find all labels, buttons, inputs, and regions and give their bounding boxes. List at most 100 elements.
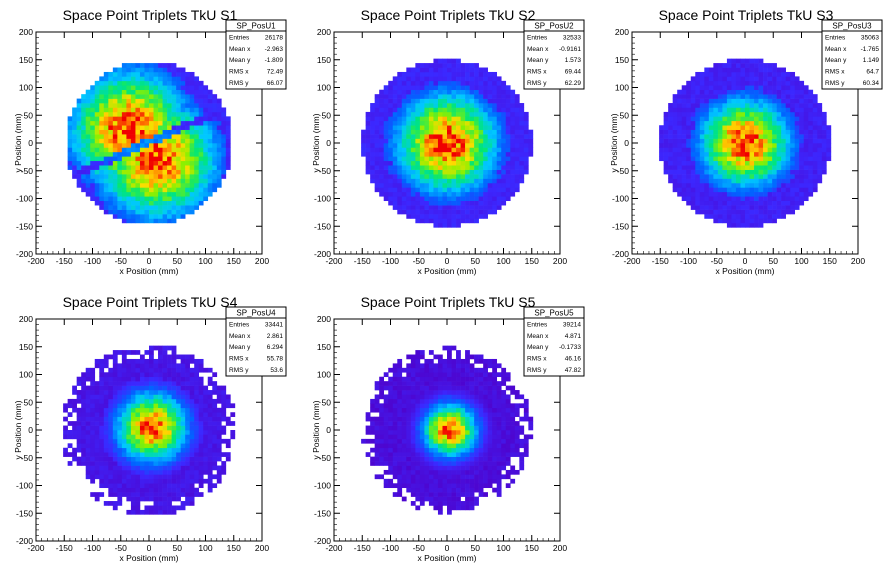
heatmap-bin bbox=[158, 496, 163, 502]
y-tick-label: -50 bbox=[319, 166, 332, 176]
heatmap-bin bbox=[126, 496, 132, 502]
heatmap-bin bbox=[672, 120, 678, 126]
heatmap-bin bbox=[67, 151, 73, 157]
heatmap-bin bbox=[419, 182, 425, 188]
heatmap-bin bbox=[112, 350, 118, 355]
x-tick-label: -200 bbox=[27, 256, 44, 266]
heatmap-bin bbox=[388, 182, 394, 188]
heatmap-bin bbox=[505, 191, 511, 197]
heatmap-bin bbox=[699, 71, 705, 77]
heatmap-bin bbox=[442, 191, 448, 197]
heatmap-bin bbox=[704, 165, 710, 170]
heatmap-bin bbox=[108, 178, 114, 184]
heatmap-bin bbox=[108, 367, 114, 373]
heatmap-bin bbox=[790, 98, 796, 104]
heatmap-bin bbox=[171, 478, 177, 484]
heatmap-bin bbox=[374, 407, 380, 413]
heatmap-bin bbox=[189, 125, 195, 130]
heatmap-bin bbox=[514, 94, 520, 99]
heatmap-bin bbox=[447, 165, 452, 170]
heatmap-bin bbox=[510, 182, 516, 188]
heatmap-bin bbox=[63, 430, 68, 435]
heatmap-bin bbox=[158, 94, 163, 99]
heatmap-bin bbox=[401, 89, 407, 95]
heatmap-bin bbox=[776, 138, 782, 144]
heatmap-bin bbox=[158, 394, 163, 400]
heatmap-bin bbox=[726, 125, 732, 130]
heatmap-bin bbox=[67, 421, 73, 426]
heatmap-bin bbox=[139, 447, 145, 453]
heatmap-bin bbox=[374, 443, 380, 449]
heatmap-bin bbox=[433, 67, 439, 73]
heatmap-bin bbox=[704, 120, 710, 126]
heatmap-bin bbox=[117, 191, 123, 197]
heatmap-bin bbox=[505, 116, 511, 122]
heatmap-bin bbox=[776, 71, 782, 77]
heatmap-bin bbox=[731, 80, 737, 86]
heatmap-bin bbox=[410, 209, 416, 215]
heatmap-bin bbox=[99, 120, 105, 126]
heatmap-bin bbox=[216, 182, 222, 188]
heatmap-bin bbox=[731, 134, 737, 139]
heatmap-bin bbox=[72, 403, 77, 409]
heatmap-bin bbox=[808, 143, 814, 148]
heatmap-bin bbox=[117, 151, 123, 157]
heatmap-bin bbox=[158, 434, 163, 440]
heatmap-bin bbox=[94, 452, 100, 457]
heatmap-bin bbox=[117, 447, 123, 453]
heatmap-bin bbox=[690, 174, 696, 179]
y-tick-label: 0 bbox=[28, 425, 33, 435]
heatmap-bin bbox=[85, 103, 91, 108]
heatmap-bin bbox=[121, 385, 127, 391]
heatmap-bin bbox=[149, 452, 154, 457]
heatmap-bin bbox=[437, 205, 443, 210]
heatmap-bin bbox=[81, 390, 87, 395]
heatmap-bin bbox=[442, 125, 448, 130]
heatmap-bin bbox=[487, 125, 493, 130]
heatmap-bin bbox=[401, 71, 407, 77]
heatmap-bin bbox=[144, 98, 150, 104]
heatmap-bin bbox=[469, 205, 475, 210]
heatmap-bin bbox=[731, 107, 737, 113]
heatmap-bin bbox=[126, 447, 132, 453]
heatmap-bin bbox=[207, 478, 213, 484]
heatmap-bin bbox=[171, 358, 177, 364]
heatmap-bin bbox=[456, 147, 461, 153]
heatmap-bin bbox=[189, 129, 195, 135]
heatmap-bin bbox=[708, 71, 714, 77]
heatmap-bin bbox=[167, 107, 172, 113]
heatmap-bin bbox=[108, 469, 114, 475]
heatmap-bin bbox=[397, 129, 403, 135]
heatmap-bin bbox=[108, 111, 114, 117]
heatmap-bin bbox=[758, 89, 764, 95]
heatmap-bin bbox=[437, 156, 443, 162]
heatmap-bin bbox=[433, 143, 439, 148]
heatmap-bin bbox=[103, 363, 109, 369]
heatmap-bin bbox=[749, 58, 755, 64]
heatmap-bin bbox=[749, 103, 755, 108]
heatmap-bin bbox=[198, 452, 204, 457]
heatmap-bin bbox=[785, 71, 791, 77]
heatmap-bin bbox=[699, 120, 705, 126]
heatmap-bin bbox=[419, 107, 425, 113]
heatmap-bin bbox=[180, 200, 186, 206]
heatmap-bin bbox=[433, 165, 439, 170]
heatmap-bin bbox=[153, 390, 159, 395]
heatmap-bin bbox=[704, 103, 710, 108]
heatmap-bin bbox=[460, 200, 466, 206]
heatmap-bin bbox=[722, 178, 728, 184]
heatmap-bin bbox=[465, 71, 470, 77]
heatmap-bin bbox=[176, 80, 181, 86]
heatmap-bin bbox=[144, 376, 150, 382]
heatmap-bin bbox=[419, 160, 425, 166]
heatmap-bin bbox=[474, 71, 479, 77]
heatmap-bin bbox=[456, 191, 461, 197]
heatmap-bin bbox=[198, 394, 204, 400]
heatmap-bin bbox=[428, 160, 434, 166]
heatmap-bin bbox=[162, 196, 168, 202]
heatmap-bin bbox=[103, 209, 109, 215]
heatmap-bin bbox=[76, 107, 82, 113]
heatmap-bin bbox=[126, 452, 132, 457]
heatmap-bin bbox=[401, 182, 407, 188]
heatmap-bin bbox=[415, 151, 421, 157]
